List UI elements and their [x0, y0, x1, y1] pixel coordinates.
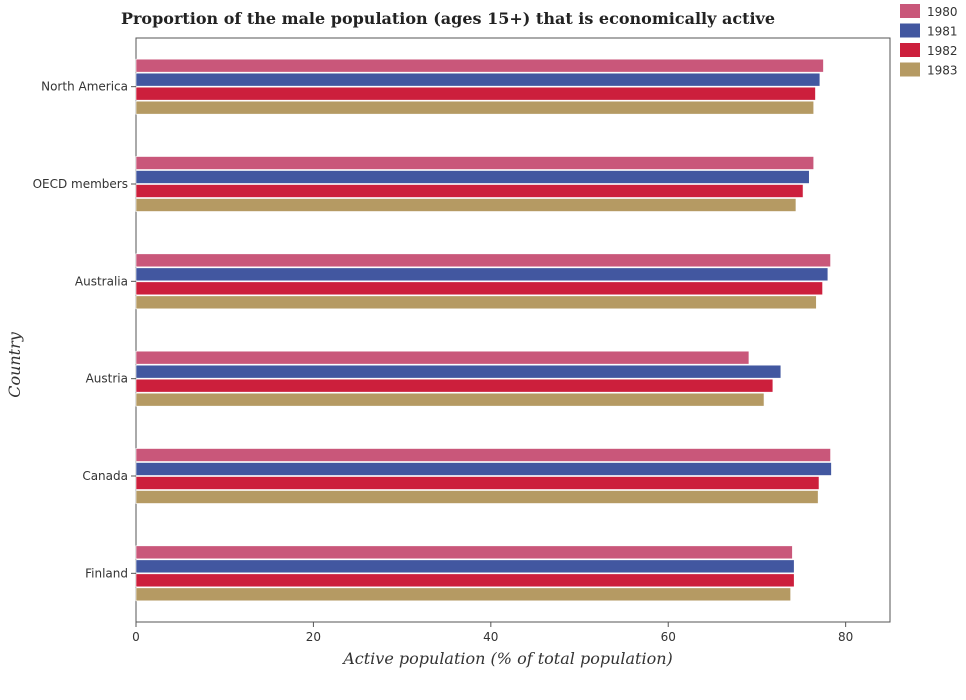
bar-north-america-1980 — [135, 58, 824, 73]
bar-north-america-1981 — [135, 72, 821, 87]
x-tick-label: 60 — [661, 630, 676, 644]
bar-canada-1982 — [135, 476, 820, 490]
legend-swatch-1981 — [900, 23, 920, 38]
bar-canada-1980 — [135, 448, 831, 462]
y-tick-label: Canada — [82, 469, 128, 483]
bar-finland-1981 — [135, 559, 795, 574]
legend-swatch-1983 — [900, 62, 920, 77]
bar-oecd-members-1982 — [135, 184, 804, 198]
bar-north-america-1983 — [135, 100, 815, 115]
legend-swatch-1982 — [900, 43, 920, 57]
bar-canada-1981 — [135, 462, 832, 476]
legend-label-1982: 1982 — [927, 44, 958, 58]
bar-finland-1980 — [135, 545, 793, 560]
y-tick-label: Australia — [75, 274, 128, 288]
bar-canada-1983 — [135, 490, 819, 504]
legend-label-1981: 1981 — [927, 25, 958, 39]
bar-austria-1980 — [135, 350, 750, 365]
x-axis: 0 20 40 60 80 — [132, 622, 853, 644]
legend-label-1983: 1983 — [927, 64, 958, 78]
x-tick-label: 0 — [132, 630, 140, 644]
bar-austria-1981 — [135, 364, 782, 379]
chart-title: Proportion of the male population (ages … — [121, 9, 775, 28]
y-axis: North America OECD members Australia Austri… — [33, 80, 136, 580]
bar-australia-1983 — [135, 295, 817, 310]
x-axis-label: Active population (% of total population… — [341, 649, 673, 668]
bar-oecd-members-1980 — [135, 156, 815, 170]
legend: 1980 1981 1982 1983 — [900, 4, 958, 78]
bar-australia-1981 — [135, 267, 829, 282]
x-tick-label: 80 — [838, 630, 853, 644]
bar-oecd-members-1983 — [135, 198, 797, 212]
bar-oecd-members-1981 — [135, 170, 810, 184]
x-tick-label: 20 — [306, 630, 321, 644]
plot-area — [135, 37, 891, 623]
y-axis-label: Country — [5, 331, 24, 398]
y-tick-label: Finland — [85, 566, 128, 580]
bar-australia-1982 — [135, 281, 823, 296]
legend-swatch-1980 — [900, 4, 920, 18]
y-tick-label: North America — [41, 80, 128, 94]
bar-australia-1980 — [135, 253, 831, 268]
y-tick-label: Austria — [86, 372, 128, 386]
bar-austria-1983 — [135, 392, 765, 407]
y-tick-label: OECD members — [33, 177, 128, 191]
bar-north-america-1982 — [135, 86, 816, 101]
bar-finland-1983 — [135, 587, 791, 602]
bar-finland-1982 — [135, 573, 795, 588]
bar-austria-1982 — [135, 378, 774, 393]
legend-label-1980: 1980 — [927, 5, 958, 19]
x-tick-label: 40 — [483, 630, 498, 644]
plot-frame — [135, 37, 891, 623]
